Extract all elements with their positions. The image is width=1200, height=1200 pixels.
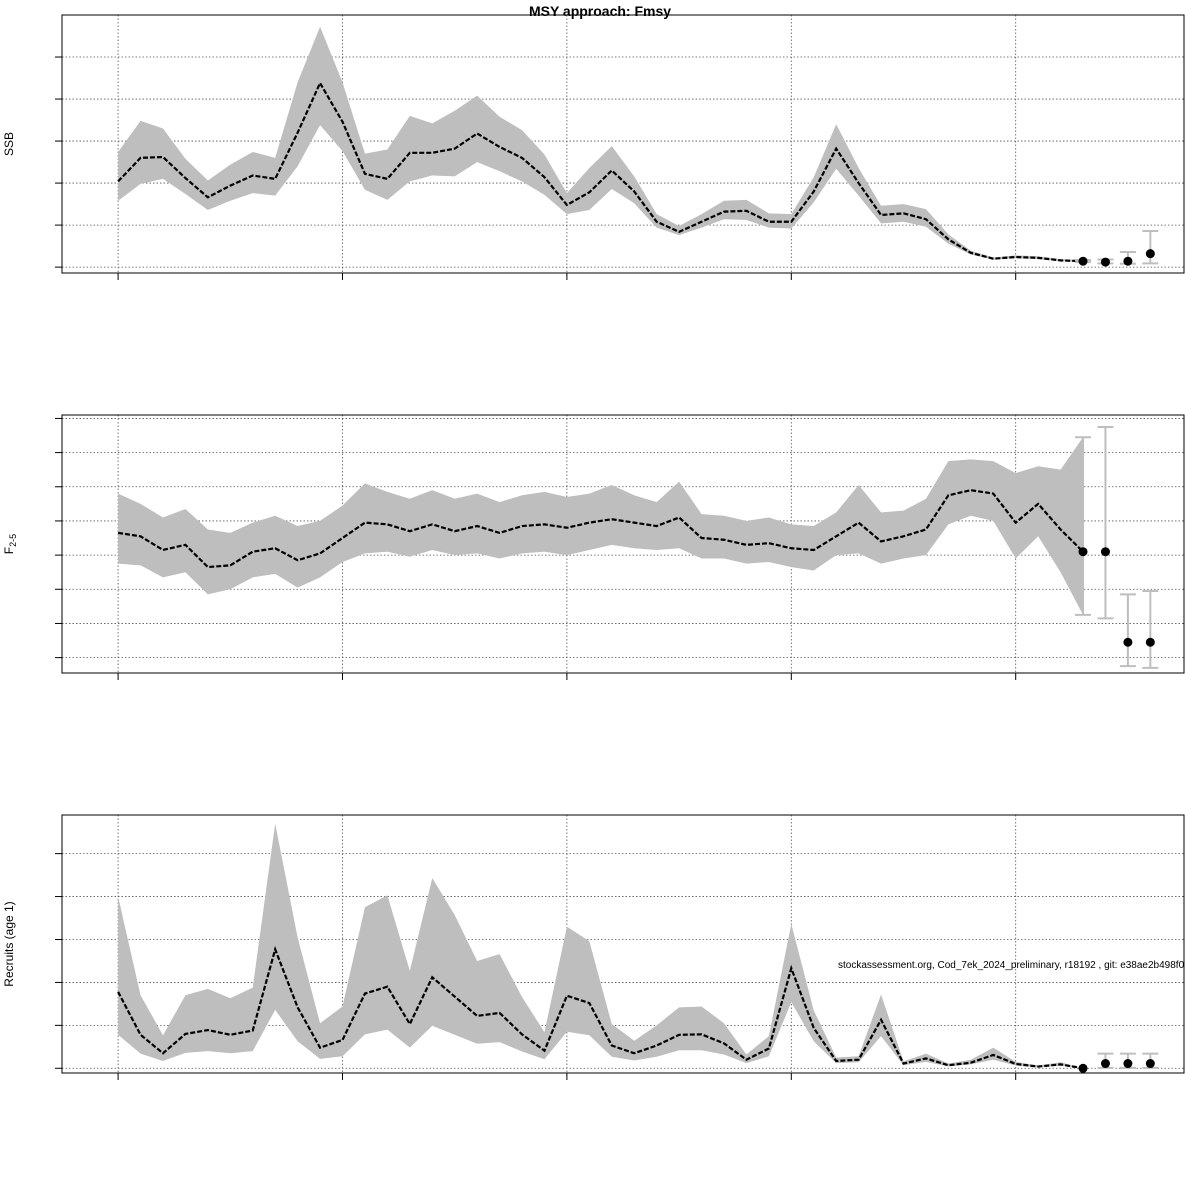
forecast-point — [1078, 547, 1088, 557]
fbar-panel: F2-5 — [2, 414, 1185, 680]
estimate-line — [117, 80, 1084, 263]
forecast-point — [1145, 249, 1155, 259]
y-axis-title: Recruits (age 1) — [2, 901, 16, 986]
forecast-point — [1145, 637, 1155, 647]
y-axis-title-main: F — [2, 547, 16, 554]
plot-frame — [61, 14, 1185, 274]
y-axis-title: SSB — [2, 132, 16, 156]
estimate-line — [117, 489, 1084, 569]
forecast-point — [1100, 1059, 1110, 1069]
estimate-line — [117, 945, 1084, 1070]
figure-title: MSY approach: Fmsy — [529, 3, 671, 19]
forecast-point — [1100, 257, 1110, 267]
y-axis-title-main: Recruits (age 1) — [2, 901, 16, 986]
forecast-point — [1123, 256, 1133, 266]
confidence-band — [118, 26, 1084, 263]
ssb-panel: SSB — [2, 14, 1185, 280]
forecast-point — [1100, 547, 1110, 557]
footnote-text: stockassessment.org, Cod_7ek_2024_prelim… — [838, 960, 1185, 971]
confidence-band — [118, 437, 1084, 615]
y-axis-title-main: SSB — [2, 132, 16, 156]
recruits-panel: Recruits (age 1) — [2, 814, 1185, 1080]
plot-frame — [61, 814, 1185, 1074]
confidence-band — [118, 823, 1084, 1069]
y-axis-title: F2-5 — [2, 534, 18, 554]
plot-frame — [61, 414, 1185, 674]
forecast-point — [1078, 256, 1088, 266]
forecast-point — [1078, 1063, 1088, 1073]
y-axis-title-subscript: 2-5 — [8, 534, 18, 547]
forecast-point — [1145, 1059, 1155, 1069]
forecast-point — [1123, 1059, 1133, 1069]
forecast-point — [1123, 637, 1133, 647]
